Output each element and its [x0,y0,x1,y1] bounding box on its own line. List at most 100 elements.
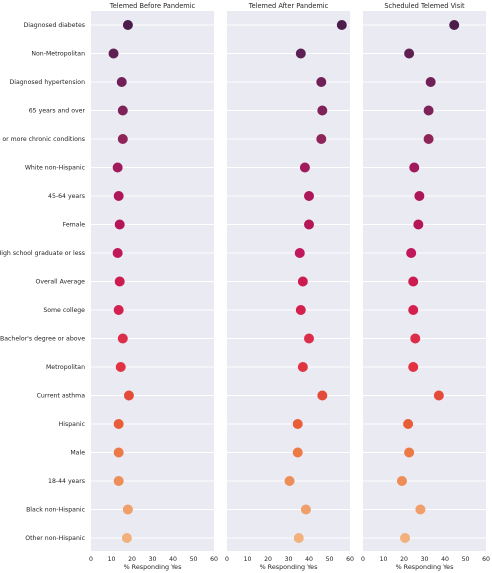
data-point [316,134,327,144]
category-label: 45-64 years [48,193,85,200]
data-point [304,219,314,230]
data-point [408,276,419,287]
data-point [113,191,124,201]
category-label: Male [70,450,85,457]
data-point [114,276,125,287]
data-point [317,390,328,401]
data-point [449,20,460,30]
data-point [292,419,303,429]
category-label: Black non-Hispanic [26,507,86,514]
data-point [415,504,426,515]
x-axis-label: % Responding Yes [396,563,454,571]
category-label: Female [63,222,86,229]
x-tick-label: 30 [285,556,293,563]
data-point [316,77,327,87]
data-point [122,504,133,515]
data-point [116,77,127,87]
panel-title: Telemed After Pandemic [248,2,329,10]
category-label: Diagnosed hypertension [9,79,85,86]
category-label: Some college [43,307,85,314]
data-point [122,20,133,30]
x-tick-label: 40 [169,556,177,563]
data-point [113,419,124,429]
data-point [292,447,303,458]
category-label: Hispanic [59,421,86,428]
data-point [295,305,306,315]
data-point [425,77,436,87]
x-tick-label: 50 [326,556,334,563]
data-point [293,533,304,543]
category-label: Diagnosed diabetes [24,22,85,29]
x-tick-label: 30 [421,556,429,563]
data-point [112,162,123,173]
x-tick-label: 60 [482,556,490,563]
data-point [406,248,417,258]
data-point [113,305,124,315]
data-point [404,48,415,59]
x-tick-label: 20 [128,556,136,563]
data-point [297,362,308,372]
panel-1: Telemed Before Pandemic 0 10 20 30 40 50 60 % Re… [89,2,218,571]
category-labels: Diagnosed diabetes Non-Metropolitan Diagno… [0,22,86,542]
x-tick-label: 10 [108,556,116,563]
data-point [336,20,347,30]
category-label: Overall Average [36,279,86,286]
category-label: Bachelor's degree or above [0,336,85,343]
data-point [396,476,407,486]
data-point [409,162,420,173]
data-point [299,162,310,173]
x-tick-label: 40 [441,556,449,563]
data-point [284,476,295,486]
data-point [117,134,128,144]
data-point [117,105,128,116]
data-point [423,134,434,144]
x-tick-label: 60 [210,556,218,563]
panel-2: Telemed After Pandemic 0 10 20 30 40 50 60 % Res… [225,2,354,571]
category-label: One or more chronic conditions [0,136,85,143]
x-tick-label: 0 [89,556,93,563]
x-axis-label: % Responding Yes [124,563,182,571]
data-point [108,48,119,59]
data-point [400,533,411,543]
x-tick-label: 10 [244,556,252,563]
data-point [300,504,311,515]
data-point [123,390,134,401]
data-point [413,219,424,230]
panels: Telemed Before Pandemic 0 10 20 30 40 50 60 % Re… [89,2,490,571]
x-tick-label: 60 [346,556,354,563]
category-label: White non-Hispanic [25,165,86,172]
category-label: Current asthma [37,393,86,400]
category-label: 18-44 years [48,478,85,485]
data-point [433,390,444,401]
x-tick-label: 50 [462,556,470,563]
data-point [414,191,425,201]
data-point [410,333,421,344]
category-label: Non-Metropolitan [31,51,85,58]
data-point [295,48,306,59]
data-point [114,219,125,230]
panel-title: Telemed Before Pandemic [109,2,196,10]
data-point [121,533,132,543]
data-point [115,362,126,372]
data-point [304,191,314,201]
data-point [304,333,314,344]
data-point [112,248,123,258]
category-label: 65 years and over [29,108,86,115]
data-point [403,419,414,429]
data-point [404,447,415,458]
panel-title: Scheduled Telemed Visit [384,2,465,10]
x-tick-label: 20 [264,556,272,563]
data-point [294,248,305,258]
data-point [423,105,434,116]
x-tick-label: 50 [190,556,198,563]
x-tick-label: 0 [225,556,229,563]
x-tick-label: 10 [380,556,388,563]
category-label: Metropolitan [46,364,85,371]
data-point [113,447,124,458]
data-point [317,105,328,116]
data-point [297,276,308,287]
x-axis-label: % Responding Yes [260,563,318,571]
x-tick-label: 20 [400,556,408,563]
panel-3: Scheduled Telemed Visit 0 10 20 30 40 50 60 % Re… [361,2,490,571]
